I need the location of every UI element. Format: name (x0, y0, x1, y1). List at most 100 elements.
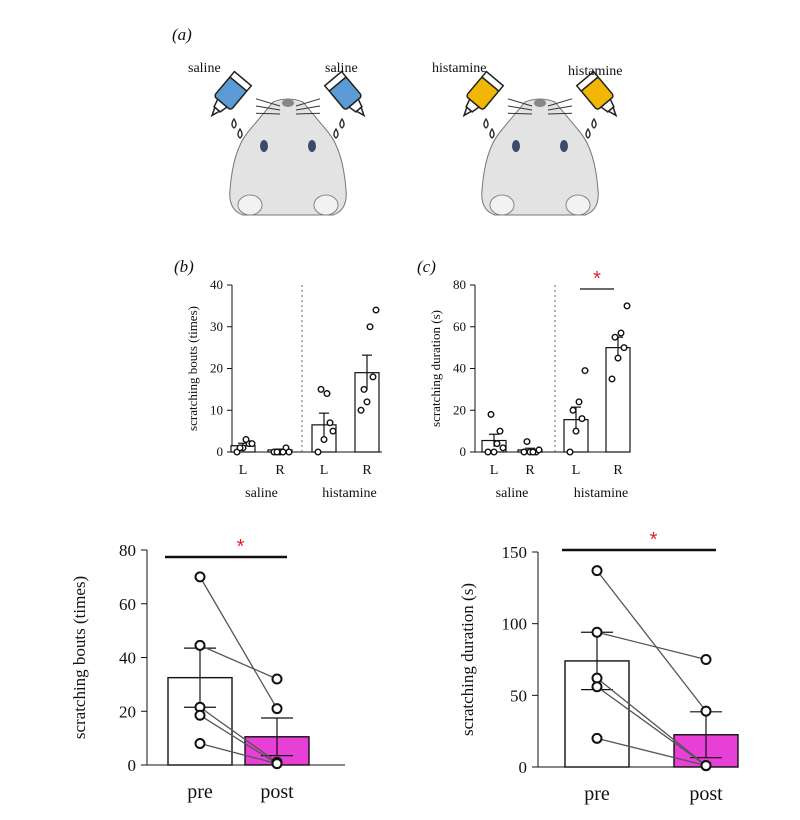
chart-d: 0 20 40 60 80 scratching bouts (times) pre post… (70, 536, 345, 803)
y-tick-label: 20 (210, 361, 223, 376)
data-point (614, 354, 622, 362)
histamine-mouse-left-drop (483, 117, 489, 129)
y-tick-label: 50 (510, 686, 527, 705)
paired-line (596, 570, 707, 712)
histamine-mouse-right-bottle-tip (607, 106, 618, 118)
saline-mouse-body (229, 98, 347, 216)
x-tick-label: R (525, 463, 535, 478)
x-tick-label: R (362, 463, 372, 478)
data-point (578, 415, 586, 423)
paired-line (199, 706, 278, 763)
histamine-mouse-right-dropper-bottle (575, 70, 618, 118)
saline-mouse-whisker (295, 112, 321, 115)
histamine-mouse-left-dropper-bottle (462, 70, 505, 118)
y-tick-label: 30 (210, 319, 223, 334)
y-axis-label: scratching bouts (times) (70, 576, 89, 739)
saline-mouse-whisker (295, 98, 321, 107)
saline-mouse-whisker (295, 105, 321, 111)
y-tick-label: 0 (217, 444, 224, 459)
y-tick-label: 10 (210, 402, 223, 417)
histamine-mouse-whisker (507, 105, 533, 111)
data-point (360, 385, 368, 393)
y-tick-label: 60 (453, 319, 466, 334)
y-tick-label: 0 (519, 758, 528, 777)
data-point (314, 448, 322, 456)
saline-mouse-left-bottle-cap (228, 70, 253, 93)
panel-a-label: (a) (172, 25, 192, 44)
data-point (617, 329, 625, 337)
post-point (700, 760, 712, 772)
histamine-mouse-whisker (547, 112, 573, 115)
x-tick-label: L (572, 463, 581, 478)
group-label: saline (245, 486, 278, 501)
data-point (499, 444, 507, 452)
data-point (285, 448, 293, 456)
data-point (236, 444, 244, 452)
data-point (490, 448, 498, 456)
data-point (623, 302, 631, 310)
paired-line (596, 686, 707, 767)
saline-mouse-whisker (255, 98, 281, 107)
data-point (317, 385, 325, 393)
pre-point (194, 571, 206, 583)
y-tick-label: 40 (210, 277, 223, 292)
saline-mouse-right-dropper-bottle (323, 70, 366, 118)
data-point (608, 375, 616, 383)
saline-mouse-right-bottle-tip (355, 106, 366, 118)
data-point (323, 390, 331, 398)
histamine-mouse-right-drop (585, 127, 591, 139)
histamine-mouse-right-eye (560, 140, 568, 152)
histamine-mouse-whisker (547, 105, 573, 111)
post-point (700, 654, 712, 665)
saline-mouse-right-foot (313, 194, 339, 216)
histamine-mouse-nose (534, 99, 546, 107)
pre-point (194, 738, 206, 749)
y-tick-label: 80 (119, 541, 136, 560)
histamine-mouse-body (481, 98, 599, 216)
data-point (372, 306, 380, 314)
x-tick-label: L (490, 463, 499, 478)
histamine-mouse-right-drop (591, 117, 597, 129)
data-point (575, 398, 583, 406)
significance-star: * (237, 536, 245, 558)
y-axis-label: scratching duration (s) (458, 583, 477, 736)
y-axis-label: scratching duration (s) (428, 310, 443, 427)
x-tick-label: post (260, 781, 294, 803)
histamine-mouse-left-drop (489, 127, 495, 139)
data-point (535, 446, 543, 454)
chart-b: (b) 0 10 20 30 40 scratching bouts (times) L R L R… (174, 257, 382, 501)
paired-line (199, 644, 278, 680)
y-tick-label: 100 (502, 615, 528, 634)
paired-line (199, 714, 278, 765)
panel-label: (b) (174, 257, 194, 276)
saline-mouse-right-drop (339, 117, 345, 129)
paired-line (596, 677, 707, 767)
y-tick-label: 40 (453, 361, 466, 376)
significance-star: * (593, 268, 601, 290)
saline-mouse-left-drop (231, 117, 237, 129)
post-point (271, 703, 283, 715)
y-tick-label: 0 (128, 756, 137, 775)
y-axis-label: scratching bouts (times) (185, 306, 200, 431)
data-point (363, 398, 371, 406)
pre-point (591, 681, 603, 693)
saline-mouse-left-foot (237, 194, 263, 216)
paired-line (199, 576, 278, 709)
y-tick-label: 20 (453, 402, 466, 417)
saline-mouse-right-bottle-cap (323, 70, 348, 93)
histamine-mouse-left-foot (489, 194, 515, 216)
x-tick-label: pre (584, 783, 610, 805)
group-label: histamine (322, 486, 376, 501)
post-point (700, 705, 712, 717)
post-point (271, 758, 283, 770)
data-point (487, 410, 495, 418)
data-point (248, 440, 256, 448)
data-point (572, 427, 580, 435)
histamine-mouse-whisker (507, 112, 533, 115)
saline-mouse-right-drop (333, 127, 339, 139)
pre-point (591, 626, 603, 638)
left-mouse-left-drug-label: saline (188, 61, 221, 76)
histamine-mouse-left-bottle-tip (462, 106, 473, 118)
saline-mouse-left-drop (237, 127, 243, 139)
